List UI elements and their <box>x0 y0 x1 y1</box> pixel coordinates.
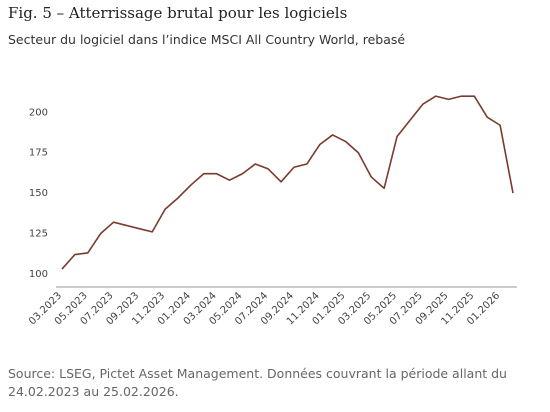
source-note: Source: LSEG, Pictet Asset Management. D… <box>8 366 507 399</box>
y-tick-label: 125 <box>29 229 48 240</box>
chart: 10012515017520003.202305.202307.202309.2… <box>27 95 517 327</box>
y-tick-label: 100 <box>29 269 48 280</box>
data-line <box>61 95 514 270</box>
y-tick-label: 175 <box>29 148 48 159</box>
y-tick-label: 150 <box>29 188 48 199</box>
chart-title: Fig. 5 – Atterrissage brutal pour les lo… <box>8 4 348 22</box>
chart-subtitle: Secteur du logiciel dans l’indice MSCI A… <box>8 32 406 47</box>
y-tick-label: 200 <box>29 107 48 118</box>
